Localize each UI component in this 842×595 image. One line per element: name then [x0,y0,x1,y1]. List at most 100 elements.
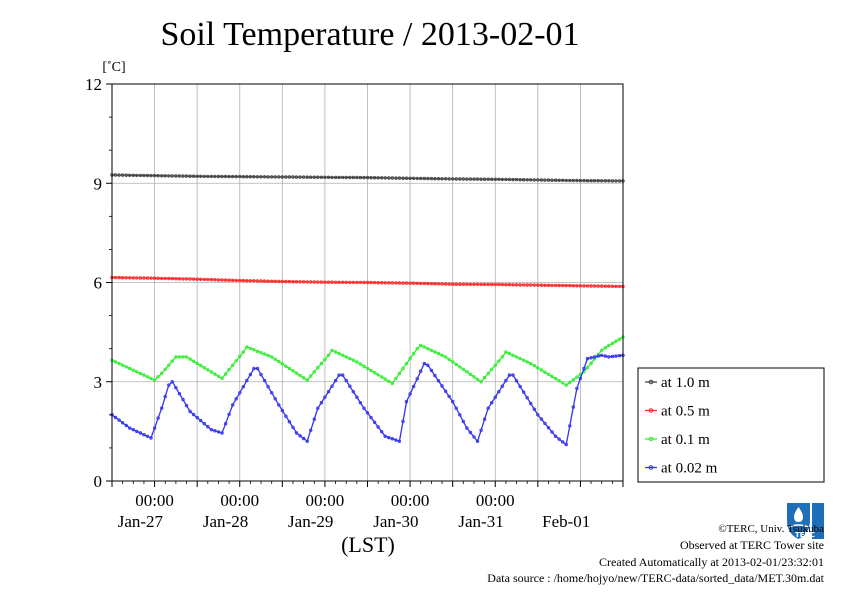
data-point [408,281,412,285]
data-point [301,175,306,179]
legend-label: at 0.02 m [661,461,718,477]
data-point [291,425,295,430]
data-point [429,176,434,181]
data-point [312,370,316,374]
data-point [298,280,302,284]
data-point [550,430,554,434]
data-point [170,380,174,384]
data-point [341,280,345,284]
data-point [159,276,164,281]
data-point [227,174,231,179]
data-point [252,366,256,371]
data-point [475,282,480,286]
data-point [181,174,185,178]
data-point [298,373,302,378]
data-point [617,337,622,341]
data-point [280,408,284,413]
data-point [138,431,143,435]
data-point [358,175,363,180]
series-line [111,276,624,288]
data-point [188,277,192,281]
data-point [536,366,540,370]
data-point [585,365,590,370]
data-point [380,430,384,434]
data-point [575,284,579,288]
data-point [592,357,597,361]
data-point [337,280,341,284]
data-point [436,176,441,181]
data-point [589,356,593,360]
data-point [365,175,370,180]
data-point [461,177,465,181]
data-point [596,178,600,183]
data-point [198,277,203,281]
data-point [564,178,568,183]
data-point [493,282,497,287]
x-time-label: 00:00 [476,491,515,510]
data-point [120,421,125,425]
series-line [112,174,623,182]
data-point [177,392,182,396]
data-point [181,277,185,281]
data-point [411,281,416,285]
data-point [330,280,334,284]
data-point [468,430,473,435]
data-point [578,284,583,288]
y-axis: 0 3 6 9 12 [85,75,112,491]
data-point [277,279,281,284]
data-point [603,346,607,350]
data-point [532,283,536,287]
data-point [397,176,402,180]
data-point [458,177,462,181]
data-point [206,425,210,429]
data-point [490,282,494,287]
data-point [617,354,622,358]
data-point [451,399,455,404]
data-point [419,176,423,181]
data-point [195,415,199,420]
data-point [479,428,483,432]
data-point [326,175,331,179]
data-point [291,175,295,179]
data-point [227,367,231,372]
data-point [415,347,419,351]
data-point [245,378,249,383]
data-point [415,176,419,181]
data-point [415,281,419,285]
data-point [472,177,476,181]
data-point [571,178,575,183]
data-point [408,176,412,180]
data-point [319,175,324,179]
data-point [355,175,359,180]
data-point [344,280,348,284]
data-point [120,363,125,367]
data-point [362,175,366,180]
data-point [287,366,292,371]
legend-swatch-marker [648,379,654,385]
y-unit-label: [˚C] [102,60,125,75]
data-point [461,282,465,286]
data-point [433,176,437,181]
data-point [305,175,309,179]
data-point [422,176,426,181]
data-point [159,406,164,410]
data-point [617,179,622,183]
data-point [422,345,426,349]
data-point [174,277,178,281]
data-point [568,283,572,288]
data-point [351,358,355,362]
data-point [124,173,128,177]
data-point [575,178,579,183]
data-point [486,282,490,287]
data-point [117,173,121,177]
data-point [440,177,444,181]
data-point [145,375,150,379]
data-point [241,350,245,354]
data-point [525,283,529,287]
data-point [149,173,153,178]
data-point [369,175,373,180]
data-point [309,175,313,179]
data-point [557,178,561,182]
data-point [397,281,402,285]
data-point [131,173,135,177]
